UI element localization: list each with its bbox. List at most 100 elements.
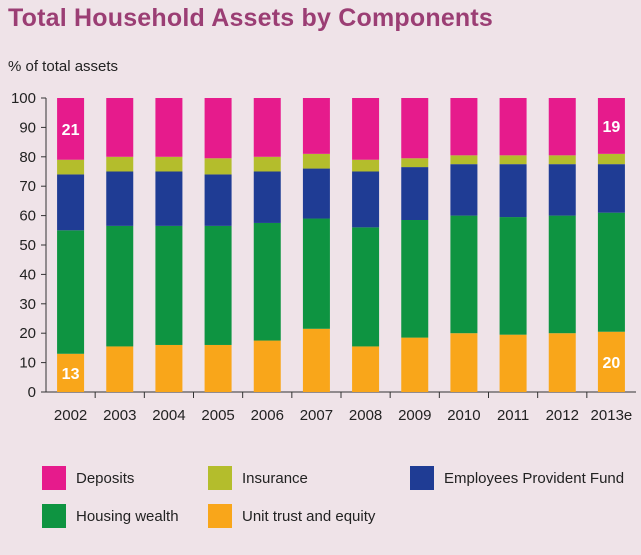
y-tick-label: 30 (19, 296, 36, 313)
legend-label-epf: Employees Provident Fund (444, 469, 625, 487)
y-tick-label: 10 (19, 355, 36, 372)
bar-segment-deposits-2003 (106, 98, 134, 157)
bar-segment-housing-wealth-2011 (499, 217, 527, 335)
bar-segment-insurance-2011 (499, 155, 527, 165)
x-tick-label-2005: 2005 (201, 407, 234, 424)
x-tick-label-2008: 2008 (349, 407, 382, 424)
bar-segment-deposits-2002 (57, 98, 85, 160)
y-tick-label: 70 (19, 178, 36, 195)
bar-segment-insurance-2008 (352, 159, 380, 172)
x-tick-label-2007: 2007 (300, 407, 333, 424)
bar-segment-insurance-2007 (302, 153, 330, 169)
bar-segment-housing-wealth-2006 (253, 222, 281, 341)
legend-swatch-insurance (208, 466, 232, 490)
bar-segment-housing-wealth-2009 (401, 220, 429, 338)
bar-segment-insurance-2010 (450, 155, 478, 165)
bar-segment-deposits-2006 (253, 98, 281, 157)
x-tick-label-2006: 2006 (251, 407, 284, 424)
y-tick-label: 100 (11, 90, 36, 107)
bar-segment-deposits-2004 (155, 98, 183, 157)
y-tick-label: 60 (19, 208, 36, 225)
y-tick-label: 50 (19, 237, 36, 254)
bar-segment-employees-provident-fund-2009 (401, 167, 429, 221)
bar-segment-housing-wealth-2013e (597, 212, 625, 332)
bar-segment-unit-trust-and-equity-2007 (302, 328, 330, 392)
bar-segment-employees-provident-fund-2002 (57, 174, 85, 231)
legend-swatch-housing (42, 504, 66, 528)
legend-item-deposits: Deposits (42, 466, 134, 490)
bar-segment-insurance-2006 (253, 156, 281, 172)
y-tick-label: 20 (19, 325, 36, 342)
bar-segment-unit-trust-and-equity-2008 (352, 346, 380, 392)
chart-title: Total Household Assets by Components (8, 4, 494, 32)
x-tick-label-2011: 2011 (497, 407, 529, 424)
bar-segment-housing-wealth-2012 (548, 215, 576, 334)
x-tick-label-2009: 2009 (398, 407, 431, 424)
legend-item-housing: Housing wealth (42, 504, 179, 528)
bar-segment-unit-trust-and-equity-2006 (253, 340, 281, 392)
y-tick-label: 90 (19, 119, 36, 136)
bar-segment-employees-provident-fund-2007 (302, 168, 330, 219)
bar-segment-unit-trust-and-equity-2002 (57, 353, 85, 392)
legend-label-housing: Housing wealth (76, 507, 179, 525)
bar-segment-deposits-2012 (548, 98, 576, 156)
bar-segment-employees-provident-fund-2005 (204, 174, 232, 226)
legend-label-insurance: Insurance (242, 469, 308, 487)
bar-segment-employees-provident-fund-2006 (253, 171, 281, 223)
y-axis-label: % of total assets (8, 58, 119, 75)
bar-segment-employees-provident-fund-2003 (106, 171, 134, 226)
bar-segment-unit-trust-and-equity-2009 (401, 337, 429, 392)
bar-segment-housing-wealth-2003 (106, 225, 134, 347)
bar-segment-unit-trust-and-equity-2012 (548, 333, 576, 392)
bar-segment-deposits-2011 (499, 98, 527, 156)
bar-segment-employees-provident-fund-2010 (450, 164, 478, 216)
bar-segment-insurance-2004 (155, 156, 183, 172)
y-tick-label: 40 (19, 266, 36, 283)
bar-segment-unit-trust-and-equity-2010 (450, 333, 478, 392)
bar-segment-insurance-2012 (548, 155, 576, 165)
bar-segment-housing-wealth-2002 (57, 230, 85, 354)
bar-segment-deposits-2005 (204, 98, 232, 159)
bar-segment-housing-wealth-2004 (155, 225, 183, 345)
legend-item-insurance: Insurance (208, 466, 308, 490)
bar-segment-deposits-2007 (302, 98, 330, 154)
bar-segment-employees-provident-fund-2013e (597, 164, 625, 213)
legend-label-unit-trust: Unit trust and equity (242, 507, 376, 525)
data-label-unit-trust-and-equity-2002: 13 (62, 366, 80, 383)
legend-swatch-epf (410, 466, 434, 490)
bar-segment-employees-provident-fund-2004 (155, 171, 183, 226)
data-label-unit-trust-and-equity-2013e: 20 (603, 355, 621, 372)
bar-segment-insurance-2003 (106, 156, 134, 172)
stacked-bar-chart: 0 10 20 30 40 50 60 70 80 90 100 2002 2003 2004 2005 20… (11, 90, 636, 424)
bar-segment-housing-wealth-2005 (204, 225, 232, 345)
legend-item-epf: Employees Provident Fund (410, 466, 624, 490)
data-label-deposits-2002: 21 (62, 122, 80, 139)
bar-segment-insurance-2013e (597, 153, 625, 165)
bar-segment-employees-provident-fund-2008 (352, 171, 380, 228)
x-tick-label-2010: 2010 (447, 407, 480, 424)
bar-segment-unit-trust-and-equity-2011 (499, 334, 527, 392)
y-tick-label: 0 (28, 384, 36, 401)
bar-segment-insurance-2005 (204, 158, 232, 175)
bar-segment-housing-wealth-2008 (352, 227, 380, 347)
legend-item-unit-trust: Unit trust and equity (208, 504, 375, 528)
bar-segment-employees-provident-fund-2012 (548, 164, 576, 216)
bar-segment-deposits-2009 (401, 98, 429, 159)
x-tick-label-2004: 2004 (152, 407, 185, 424)
x-tick-label-2013e: 2013e (591, 407, 633, 424)
bar-segment-deposits-2008 (352, 98, 380, 160)
bar-segment-deposits-2013e (597, 98, 625, 154)
bar-segment-unit-trust-and-equity-2005 (204, 344, 232, 392)
bar-segment-unit-trust-and-equity-2003 (106, 346, 134, 392)
legend-label-deposits: Deposits (76, 469, 135, 487)
bar-segment-employees-provident-fund-2011 (499, 164, 527, 218)
bar-segment-insurance-2009 (401, 158, 429, 168)
bar-segment-unit-trust-and-equity-2004 (155, 344, 183, 392)
bar-segment-deposits-2010 (450, 98, 478, 156)
bar-segment-insurance-2002 (57, 159, 85, 175)
data-label-deposits-2013e: 19 (603, 119, 621, 136)
x-tick-label-2002: 2002 (54, 407, 87, 424)
legend-swatch-deposits (42, 466, 66, 490)
bar-segment-housing-wealth-2010 (450, 215, 478, 334)
bar-segment-housing-wealth-2007 (302, 218, 330, 329)
